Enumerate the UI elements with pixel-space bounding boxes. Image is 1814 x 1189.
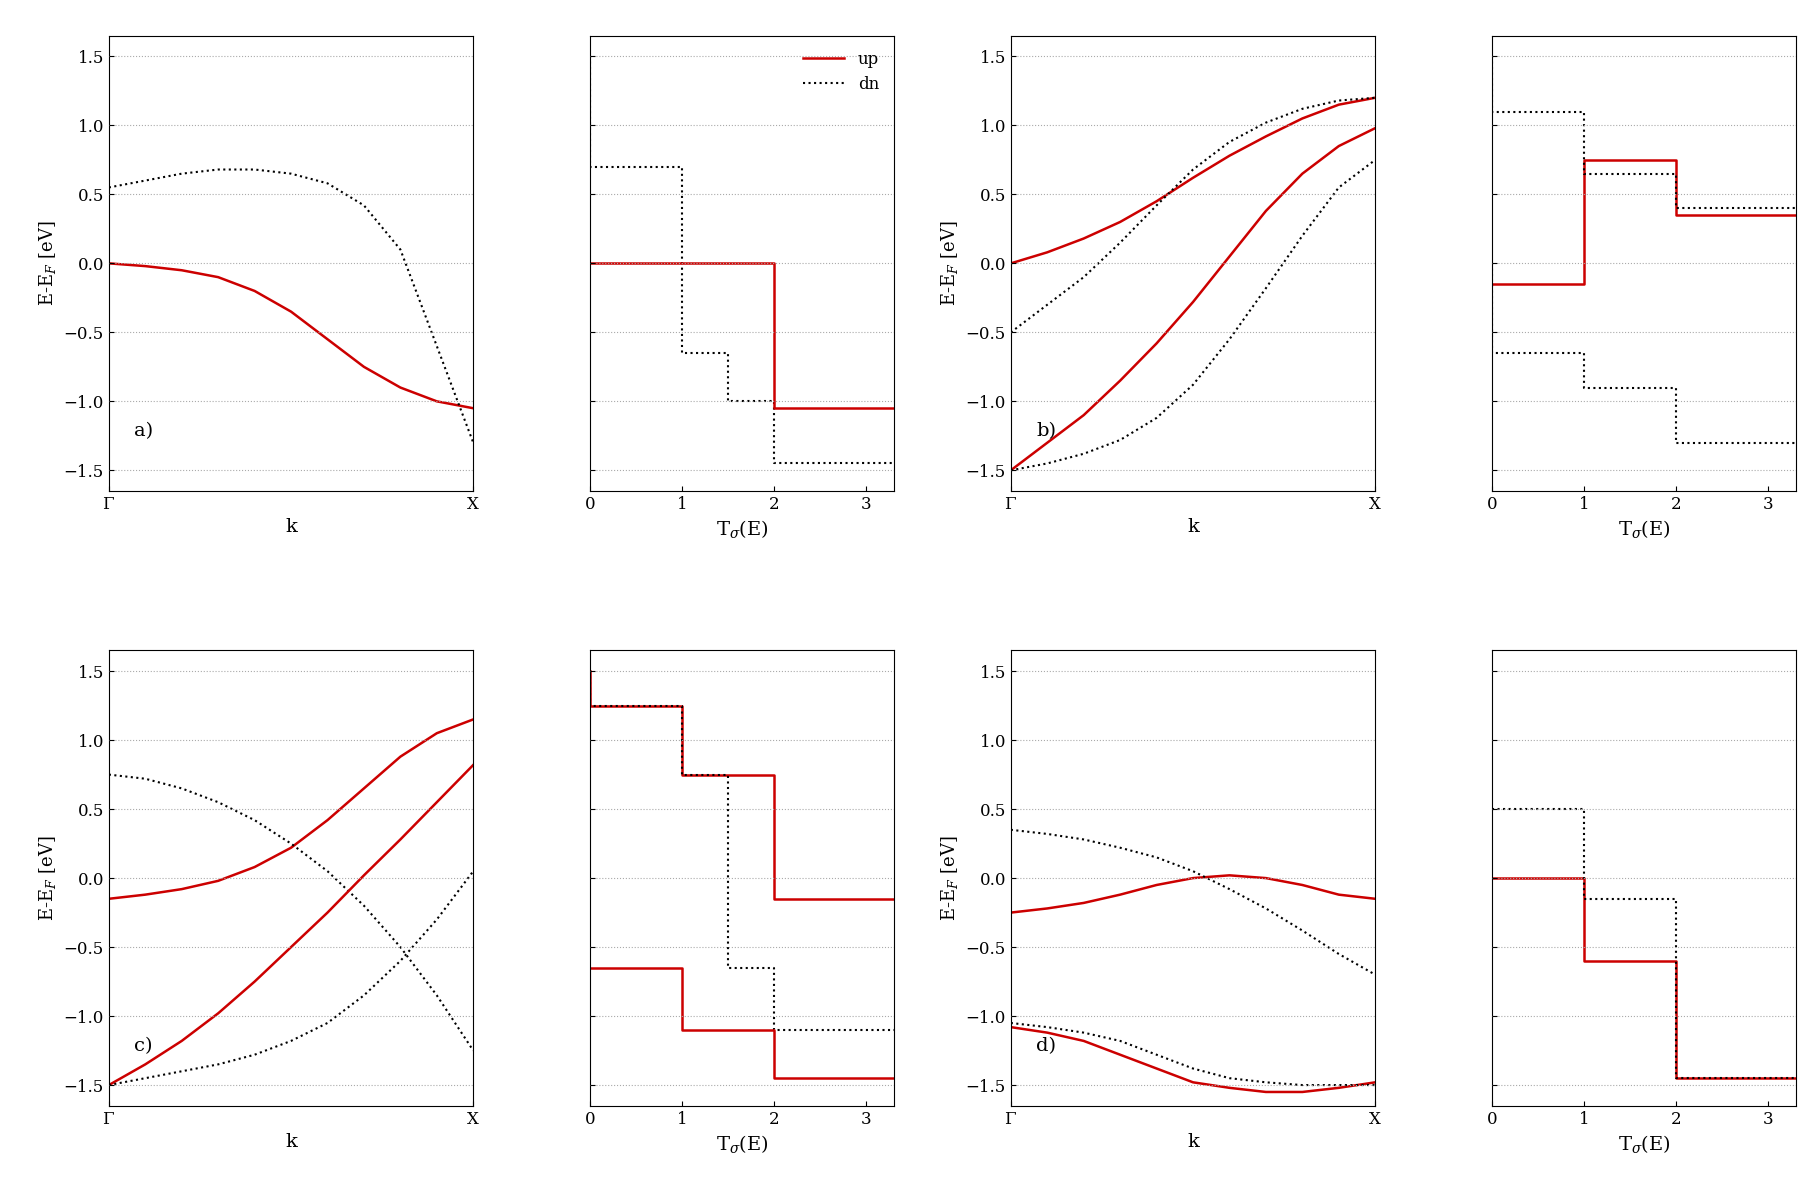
Text: b): b) <box>1036 422 1056 440</box>
X-axis label: T$_\sigma$(E): T$_\sigma$(E) <box>715 1133 769 1156</box>
Y-axis label: E-E$_F$ [eV]: E-E$_F$ [eV] <box>940 836 960 920</box>
X-axis label: T$_\sigma$(E): T$_\sigma$(E) <box>1618 518 1671 541</box>
Y-axis label: E-E$_F$ [eV]: E-E$_F$ [eV] <box>36 221 58 306</box>
X-axis label: k: k <box>1186 1133 1199 1151</box>
Text: c): c) <box>134 1037 152 1055</box>
X-axis label: k: k <box>285 518 297 536</box>
Text: a): a) <box>134 422 154 440</box>
X-axis label: T$_\sigma$(E): T$_\sigma$(E) <box>1618 1133 1671 1156</box>
Text: d): d) <box>1036 1037 1056 1055</box>
X-axis label: T$_\sigma$(E): T$_\sigma$(E) <box>715 518 769 541</box>
X-axis label: k: k <box>285 1133 297 1151</box>
Legend: up, dn: up, dn <box>796 44 885 100</box>
Y-axis label: E-E$_F$ [eV]: E-E$_F$ [eV] <box>940 221 960 306</box>
X-axis label: k: k <box>1186 518 1199 536</box>
Y-axis label: E-E$_F$ [eV]: E-E$_F$ [eV] <box>36 836 58 920</box>
